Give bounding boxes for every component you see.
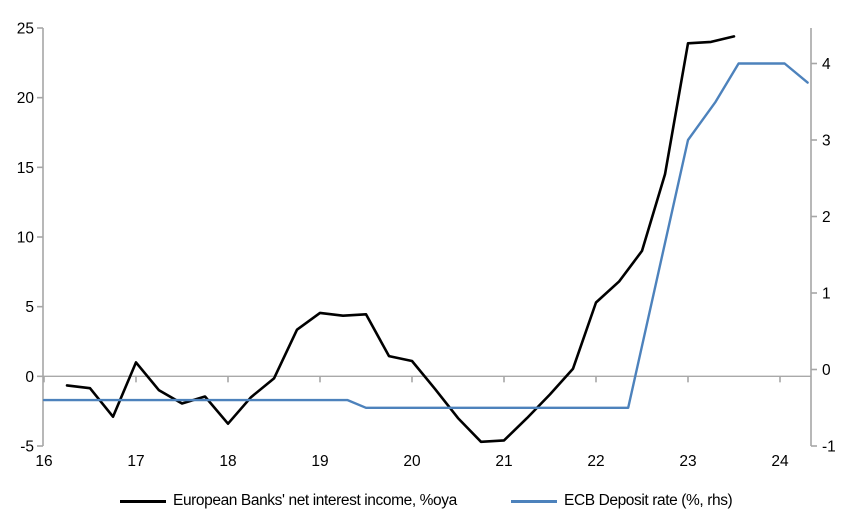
left-axis-tick-label: 20	[17, 90, 35, 107]
left-axis-tick-label: 25	[17, 21, 34, 38]
x-axis-tick-label: 24	[771, 453, 789, 470]
x-axis-tick-label: 21	[495, 453, 512, 470]
right-axis-tick-label: 2	[822, 209, 831, 226]
left-axis-tick-label: 10	[17, 230, 35, 247]
left-axis-tick-label: 15	[17, 160, 34, 177]
x-axis-tick-label: 23	[679, 453, 696, 470]
right-axis-tick-label: 4	[822, 56, 831, 73]
x-axis-tick-label: 17	[127, 453, 144, 470]
x-axis-tick-label: 18	[219, 453, 236, 470]
legend-label-ecb-deposit-rate: ECB Deposit rate (%, rhs)	[564, 492, 733, 509]
legend-label-net-interest-income: European Banks' net interest income, %oy…	[173, 492, 457, 509]
legend-line-blue	[511, 499, 557, 503]
right-axis-tick-label: 1	[822, 286, 831, 303]
legend-item-net-interest-income: European Banks' net interest income, %oy…	[120, 491, 457, 511]
x-axis-tick-label: 22	[587, 453, 604, 470]
right-axis-tick-label: -1	[822, 439, 836, 456]
legend-item-ecb-deposit-rate: ECB Deposit rate (%, rhs)	[511, 491, 733, 511]
x-axis-tick-label: 20	[403, 453, 421, 470]
legend-line-black	[120, 499, 166, 503]
x-axis-tick-label: 16	[35, 453, 52, 470]
left-axis-tick-label: 0	[25, 369, 34, 386]
right-axis-tick-label: 0	[822, 362, 831, 379]
left-axis-tick-label: -5	[20, 439, 34, 456]
series-line-ecb-deposit-rate	[42, 62, 809, 409]
x-axis-tick-label: 19	[311, 453, 328, 470]
right-axis-tick-label: 3	[822, 133, 831, 150]
left-axis-tick-label: 5	[25, 299, 34, 316]
chart-legend: European Banks' net interest income, %oy…	[0, 491, 852, 515]
